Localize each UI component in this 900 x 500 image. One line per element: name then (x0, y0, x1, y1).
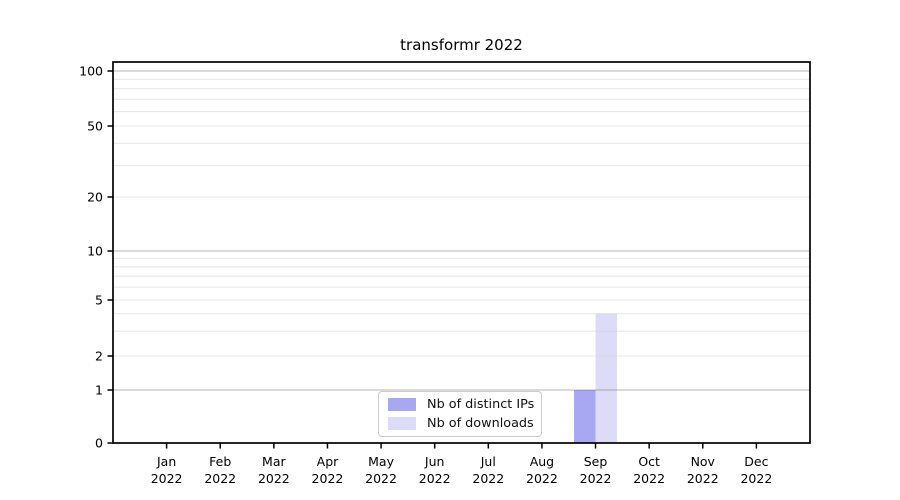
x-tick-label-month: Dec (744, 454, 768, 469)
y-tick-label: 20 (87, 189, 103, 204)
x-tick-label-year: 2022 (472, 471, 504, 486)
chart-title: transformr 2022 (400, 36, 523, 54)
x-tick-label-month: Mar (262, 454, 286, 469)
x-tick-label-year: 2022 (633, 471, 665, 486)
x-tick-label-month: May (368, 454, 394, 469)
y-tick-label: 0 (95, 435, 103, 450)
x-tick-label-month: Jan (156, 454, 176, 469)
x-tick-label-month: Jul (480, 454, 496, 469)
y-tick-label: 50 (87, 118, 103, 133)
x-tick-label-year: 2022 (365, 471, 397, 486)
legend-swatch-distinct-ips (388, 398, 416, 411)
x-tick-label-year: 2022 (312, 471, 344, 486)
legend-label-distinct-ips: Nb of distinct IPs (427, 397, 535, 412)
y-tick-label: 1 (95, 382, 103, 397)
legend-swatch-downloads (388, 417, 416, 430)
x-tick-label-month: Aug (530, 454, 554, 469)
legend-label-downloads: Nb of downloads (427, 416, 534, 431)
legend-box: Nb of distinct IPs Nb of downloads (378, 391, 542, 437)
legend-item-distinct-ips: Nb of distinct IPs (388, 397, 535, 412)
x-tick-label-month: Oct (638, 454, 660, 469)
x-tick-label-year: 2022 (204, 471, 236, 486)
x-tick-label-month: Sep (584, 454, 608, 469)
plot-border (112, 61, 811, 444)
bar-distinct-ips (574, 390, 596, 443)
y-tick-label: 5 (95, 292, 103, 307)
x-tick-label-year: 2022 (526, 471, 558, 486)
x-tick-label-year: 2022 (419, 471, 451, 486)
x-tick-label-year: 2022 (687, 471, 719, 486)
y-tick-label: 2 (95, 348, 103, 363)
legend-item-downloads: Nb of downloads (388, 416, 534, 431)
x-tick-label-month: Jun (424, 454, 445, 469)
x-tick-label-year: 2022 (580, 471, 612, 486)
x-tick-label-month: Apr (317, 454, 339, 469)
x-tick-label-month: Feb (209, 454, 231, 469)
y-tick-label: 10 (87, 243, 103, 258)
y-tick-label: 100 (79, 63, 103, 78)
bar-downloads (595, 313, 618, 443)
x-tick-label-year: 2022 (740, 471, 772, 486)
x-tick-label-year: 2022 (151, 471, 183, 486)
x-tick-label-year: 2022 (258, 471, 290, 486)
x-tick-label-month: Nov (691, 454, 716, 469)
